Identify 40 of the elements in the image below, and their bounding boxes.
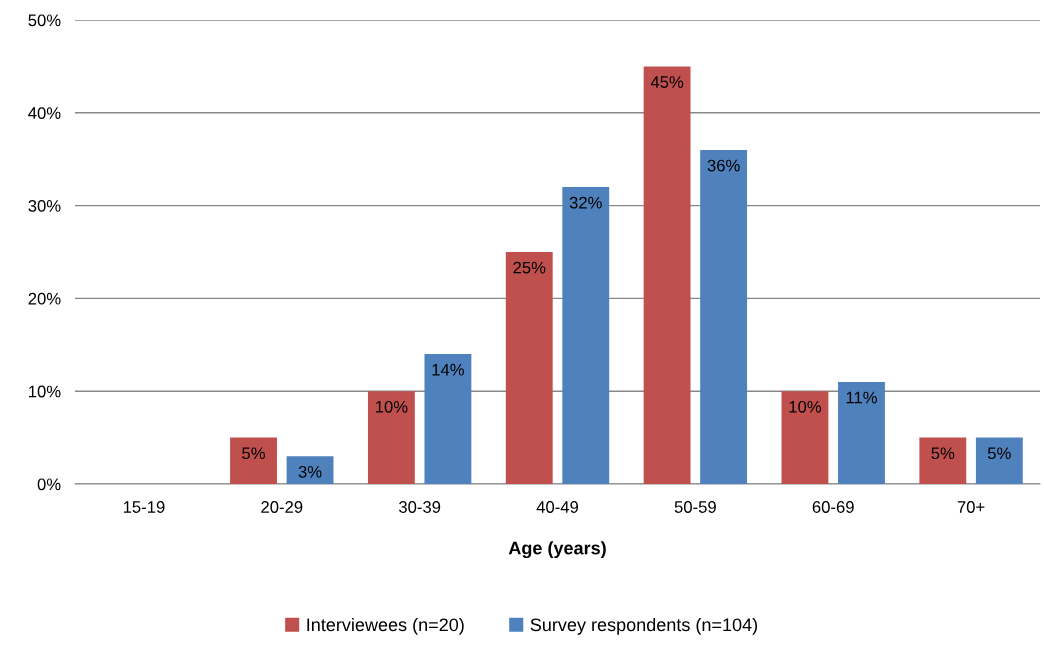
data-label: 14% [432, 363, 464, 376]
legend-label: Interviewees (n=20) [307, 617, 464, 635]
data-label: 5% [242, 447, 265, 460]
bar [643, 66, 691, 484]
x-tick-label: 50-59 [674, 501, 716, 513]
legend-label: Survey respondents (n=104) [530, 617, 758, 635]
bar [781, 391, 829, 484]
x-tick-label: 15-19 [123, 501, 165, 513]
data-label: 45% [650, 76, 684, 88]
y-tick-label: 10% [29, 385, 61, 398]
data-label: 11% [846, 391, 877, 404]
bar [230, 437, 277, 484]
y-tick-label: 30% [28, 200, 61, 212]
bar [700, 149, 748, 484]
y-tick-label: 50% [28, 14, 61, 27]
x-tick-label: 20-29 [261, 501, 303, 513]
y-tick-label: 40% [28, 107, 61, 119]
bar [286, 456, 334, 484]
y-tick-label: 0% [37, 478, 61, 491]
x-tick-label: 60-69 [812, 501, 854, 513]
y-tick-label: 20% [28, 292, 61, 305]
data-label: 10% [375, 400, 408, 413]
data-label: 5% [931, 447, 955, 460]
bar [919, 437, 967, 484]
data-label: 10% [789, 400, 822, 413]
x-tick-label: 40-49 [536, 501, 579, 513]
x-tick-label: 30-39 [398, 501, 441, 513]
data-label: 25% [513, 261, 546, 274]
bar [975, 437, 1023, 484]
bar [838, 381, 885, 484]
data-label: 36% [707, 159, 740, 172]
bar [505, 252, 553, 484]
data-label: 3% [298, 465, 322, 478]
data-label: 32% [569, 196, 602, 209]
bar [367, 391, 415, 484]
bar [424, 354, 472, 484]
x-tick-label: 70+ [957, 501, 985, 513]
x-axis-title: Age (years) [508, 541, 606, 559]
bar [562, 187, 610, 484]
data-label: 5% [987, 447, 1011, 460]
